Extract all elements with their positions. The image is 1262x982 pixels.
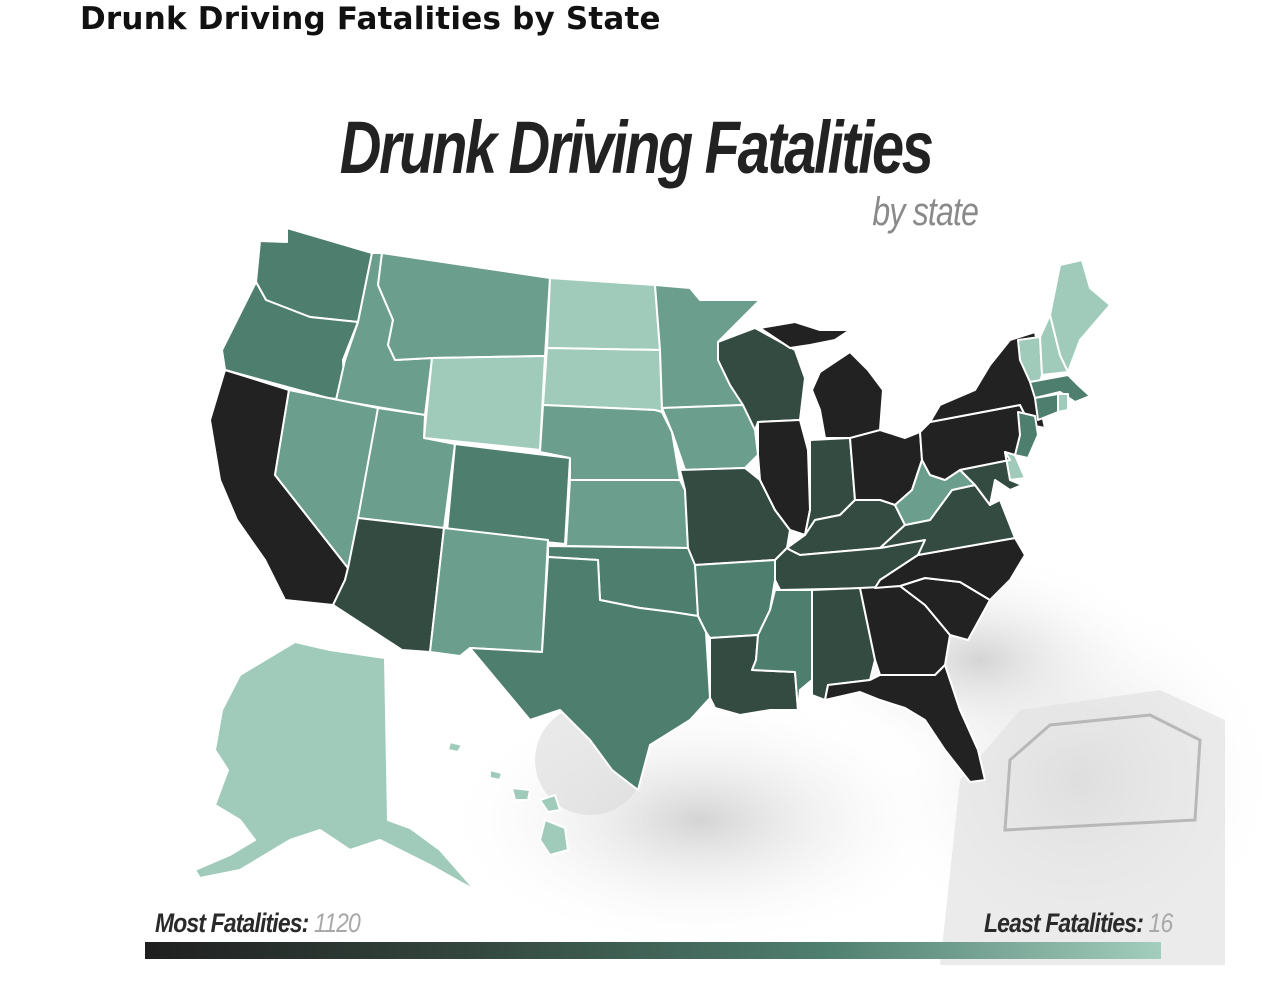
- legend-least-label: Least Fatalities:: [984, 908, 1144, 938]
- legend-least: Least Fatalities: 16: [984, 908, 1174, 939]
- state-NM: [429, 527, 549, 657]
- state-KS: [565, 479, 689, 549]
- crash-background-image: [440, 550, 1262, 970]
- page-heading: Drunk Driving Fatalities by State: [80, 1, 661, 37]
- state-HI: [447, 741, 569, 856]
- us-map: [194, 227, 1262, 970]
- state-TX: [469, 556, 711, 791]
- state-MD: [959, 451, 1023, 506]
- state-CT: [1034, 393, 1059, 421]
- state-ME: [1049, 259, 1111, 373]
- state-CO: [446, 443, 571, 545]
- state-ND: [546, 277, 661, 351]
- state-IL: [757, 419, 811, 536]
- infographic-title: Drunk Driving Fatalities: [339, 106, 934, 189]
- state-MS: [751, 589, 813, 711]
- infographic-subtitle: by state: [872, 190, 978, 234]
- state-AK: [194, 641, 476, 891]
- state-RI: [1057, 393, 1069, 413]
- state-MT: [377, 252, 551, 361]
- legend-most-label: Most Fatalities:: [155, 908, 309, 938]
- state-NJ: [1014, 411, 1039, 459]
- legend-most-value: 1120: [313, 908, 361, 938]
- legend-least-value: 16: [1148, 908, 1174, 938]
- state-shapes: [194, 227, 1111, 891]
- legend-gradient-bar: [145, 942, 1161, 959]
- state-WY: [423, 355, 546, 451]
- infographic: Drunk Driving Fatalities by state Most F…: [0, 60, 1262, 982]
- state-SD: [542, 347, 663, 413]
- legend-most: Most Fatalities: 1120: [155, 908, 361, 939]
- state-FL: [824, 664, 986, 783]
- state-NC: [874, 537, 1026, 601]
